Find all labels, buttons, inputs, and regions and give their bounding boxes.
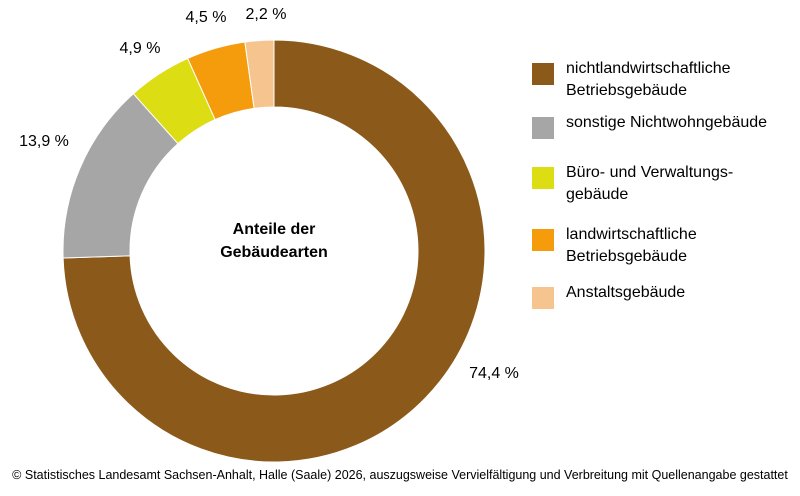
copyright-notice: © Statistisches Landesamt Sachsen-Anhalt… (12, 468, 788, 482)
legend-swatch (532, 167, 554, 189)
legend-swatch (532, 287, 554, 309)
legend-item-5: Anstaltsgebäude (532, 282, 685, 309)
legend-label: nichtlandwirtschaftliche Betriebsgebäude (566, 60, 731, 99)
legend-label: Büro- und Verwaltungs- gebäude (566, 164, 734, 203)
slice-label-1: 74,4 % (469, 365, 519, 382)
slice-label-4: 4,5 % (186, 9, 227, 26)
chart-center-title: Anteile der Gebäudearten (220, 221, 328, 261)
legend-label: sonstige Nichtwohngebäude (566, 114, 768, 131)
donut-slices (62, 39, 486, 463)
legend-item-1: nichtlandwirtschaftliche Betriebsgebäude (532, 58, 731, 102)
legend-item-2: sonstige Nichtwohngebäude (532, 112, 767, 139)
slice-labels: 74,4 % 13,9 % 4,9 % 4,5 % 2,2 % (19, 6, 519, 382)
legend-swatch (532, 63, 554, 85)
slice-label-3: 4,9 % (120, 40, 161, 57)
legend-label: Anstaltsgebäude (566, 284, 686, 301)
legend-item-3: Büro- und Verwaltungs- gebäude (532, 162, 733, 206)
legend-swatch (532, 229, 554, 251)
donut-slice-1 (62, 39, 486, 463)
legend-swatch (532, 117, 554, 139)
legend-label: landwirtschaftliche Betriebsgebäude (566, 226, 697, 265)
slice-label-5: 2,2 % (246, 6, 287, 23)
legend-item-4: landwirtschaftliche Betriebsgebäude (532, 224, 697, 268)
donut-slice-5 (244, 39, 275, 109)
slice-label-2: 13,9 % (19, 133, 69, 150)
